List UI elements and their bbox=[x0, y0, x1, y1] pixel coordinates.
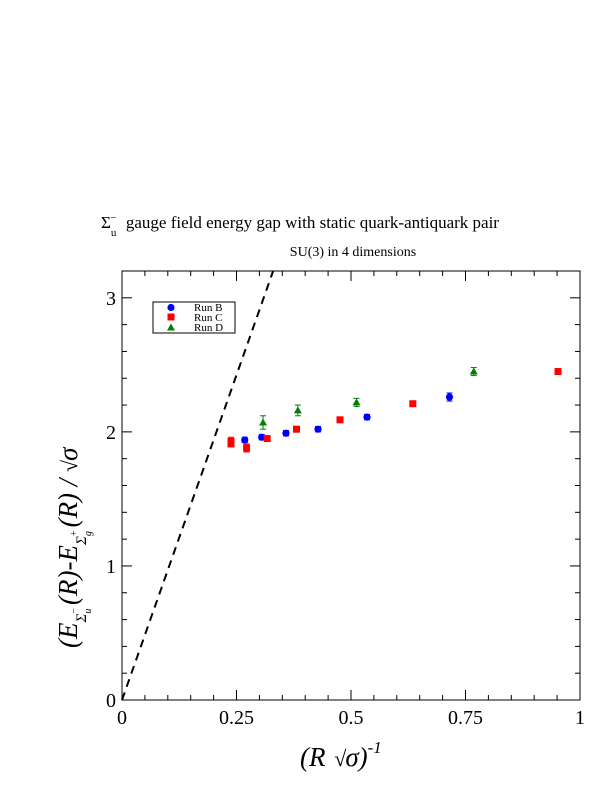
point-run-b bbox=[258, 433, 266, 441]
x-label-open: (R bbox=[300, 742, 332, 772]
chart-title: Σu − gauge field energy gap with static q… bbox=[101, 212, 499, 239]
y-label-sub2-base: Σ bbox=[74, 536, 90, 546]
y-label-mid: (R)-E bbox=[53, 544, 83, 604]
y-label-sub1-base: Σ bbox=[74, 614, 90, 624]
y-tick-label: 0 bbox=[106, 690, 116, 712]
legend-label-run-b: Run B bbox=[194, 302, 222, 314]
x-tick-label: 1 bbox=[575, 707, 585, 729]
axis-tick-labels: 0 0.25 0.5 0.75 1 0 1 2 3 bbox=[106, 288, 585, 729]
y-label-sub1-sup: − bbox=[69, 608, 80, 614]
point-run-b bbox=[314, 425, 322, 433]
legend-label-run-d: Run D bbox=[194, 322, 223, 334]
reference-line-layer bbox=[121, 270, 275, 701]
legend-marker-run-c bbox=[167, 313, 175, 321]
y-label-tail: (R) / bbox=[53, 472, 83, 527]
point-run-b bbox=[445, 393, 454, 401]
point-run-c bbox=[409, 400, 417, 408]
x-tick-label: 0.25 bbox=[219, 707, 254, 729]
point-run-c bbox=[227, 440, 235, 448]
point-run-c bbox=[292, 425, 300, 433]
point-run-c bbox=[554, 368, 562, 376]
axis-ticks bbox=[121, 270, 581, 701]
legend-marker-run-d bbox=[167, 323, 175, 331]
y-tick-label: 1 bbox=[106, 556, 116, 578]
y-axis-label: (EΣu−(R)-EΣg+(R) / √σ bbox=[53, 446, 94, 648]
y-label-sub1-sub: u bbox=[83, 609, 94, 614]
title-sigma-subscript: u bbox=[111, 227, 117, 239]
point-run-c bbox=[243, 444, 251, 452]
point-run-c bbox=[263, 435, 271, 443]
y-label-sub2-sup: + bbox=[69, 530, 80, 536]
point-run-d bbox=[469, 367, 478, 375]
plot-frame bbox=[121, 270, 581, 701]
title-sigma-superscript: − bbox=[110, 212, 116, 224]
y-tick-label: 2 bbox=[106, 422, 116, 444]
x-tick-label: 0.5 bbox=[339, 707, 364, 729]
legend-marker-run-b bbox=[167, 303, 175, 312]
point-run-b bbox=[363, 413, 371, 421]
y-tick-label: 3 bbox=[106, 288, 116, 310]
point-run-b bbox=[282, 429, 290, 437]
point-run-d bbox=[352, 398, 361, 406]
y-label-sub2-sub: g bbox=[83, 531, 94, 536]
point-run-c bbox=[336, 416, 344, 424]
x-label-close: ) bbox=[357, 742, 368, 772]
x-tick-label: 0.75 bbox=[448, 707, 483, 729]
x-axis-label: (R √σ)-1 bbox=[300, 738, 382, 772]
x-label-sigma: σ bbox=[345, 742, 360, 772]
point-run-b bbox=[241, 436, 249, 444]
data-points bbox=[227, 367, 562, 453]
chart-subtitle: SU(3) in 4 dimensions bbox=[290, 245, 416, 260]
title-sigma-symbol: Σ bbox=[101, 213, 111, 232]
legend-box bbox=[152, 301, 236, 334]
y-label-sigma: σ bbox=[53, 446, 83, 461]
legend: Run B Run C Run D bbox=[152, 301, 236, 334]
point-run-d bbox=[293, 406, 302, 414]
x-label-exponent: -1 bbox=[368, 738, 382, 757]
title-text: gauge field energy gap with static quark… bbox=[126, 213, 499, 232]
y-label-open: (E bbox=[53, 622, 83, 648]
legend-label-run-c: Run C bbox=[194, 312, 222, 324]
point-run-d bbox=[259, 418, 268, 426]
reference-dashed-line bbox=[121, 270, 275, 701]
x-tick-label: 0 bbox=[117, 707, 127, 729]
